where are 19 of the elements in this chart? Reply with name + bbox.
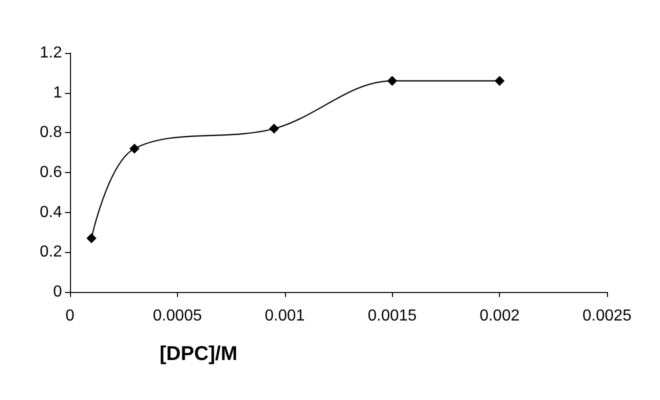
x-tick-label: 0.0025: [582, 308, 632, 324]
y-tick-label: 0.6: [40, 164, 62, 181]
y-tick-label: 1: [53, 84, 62, 102]
x-axis-title: [DPC]/M: [160, 343, 238, 365]
x-tick-label: 0.0015: [368, 308, 417, 324]
x-tick-label: 0.0005: [152, 308, 202, 324]
y-tick-label: 0.4: [40, 204, 62, 221]
x-tick-label: 0.001: [264, 308, 305, 324]
point: [86, 233, 96, 244]
x-tick-label: 0: [66, 308, 75, 324]
y-tick-label: 0.8: [40, 124, 62, 142]
point: [387, 76, 398, 86]
y-tick-label: 1.2: [40, 44, 62, 62]
point: [129, 144, 140, 154]
point: [494, 76, 505, 86]
y-tick-label: 0.2: [40, 244, 62, 261]
y-tick-label: 0: [53, 284, 62, 300]
x-tick-label: 0.002: [480, 308, 520, 324]
point: [269, 124, 280, 134]
